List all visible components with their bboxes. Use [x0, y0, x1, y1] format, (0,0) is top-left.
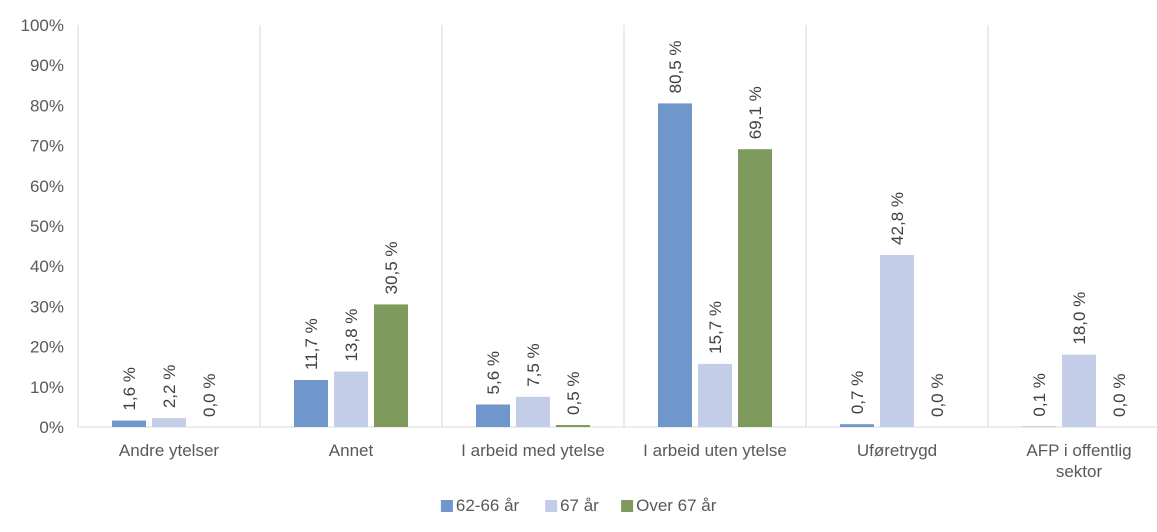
y-tick-label: 100%	[21, 16, 64, 35]
x-category-label: Uføretrygd	[857, 441, 937, 460]
y-tick-label: 70%	[30, 137, 64, 156]
legend-label: 62-66 år	[456, 496, 520, 515]
x-category-label: Annet	[329, 441, 374, 460]
grid-layer	[77, 25, 989, 427]
data-label: 1,6 %	[120, 367, 139, 410]
bar-3	[738, 149, 772, 427]
data-label: 2,2 %	[160, 365, 179, 408]
data-label: 0,5 %	[564, 372, 583, 415]
data-label: 13,8 %	[342, 309, 361, 362]
data-label: 5,6 %	[484, 351, 503, 394]
data-label: 0,0 %	[1110, 374, 1129, 417]
data-label: 11,7 %	[302, 318, 321, 370]
data-label: 69,1 %	[746, 86, 765, 139]
bar-3	[556, 424, 590, 427]
bar-layer	[112, 103, 1096, 427]
data-label: 42,8 %	[888, 192, 907, 245]
data-label: 18,0 %	[1070, 292, 1089, 345]
bar-2	[334, 371, 368, 427]
legend-swatch	[621, 500, 634, 512]
y-tick-label: 20%	[30, 338, 64, 357]
bar-1	[112, 420, 146, 427]
legend-label: 67 år	[560, 496, 599, 515]
data-label: 15,7 %	[706, 301, 725, 354]
legend-swatch	[545, 500, 558, 512]
bar-1	[658, 103, 692, 427]
y-tick-label: 80%	[30, 96, 64, 115]
legend-label: Over 67 år	[636, 496, 717, 515]
y-tick-label: 40%	[30, 257, 64, 276]
data-label: 0,0 %	[200, 374, 219, 417]
bar-1	[840, 424, 874, 427]
axis-layer: 0% 10% 20% 30% 40% 50% 60% 70% 80% 90% 100% Andre y…	[21, 16, 1157, 481]
data-label: 0,7 %	[848, 371, 867, 414]
data-label: 7,5 %	[524, 343, 543, 386]
data-label: 0,1 %	[1030, 373, 1049, 416]
bar-3	[374, 304, 408, 427]
bar-2	[516, 396, 550, 427]
y-tick-label: 60%	[30, 177, 64, 196]
legend: 62-66 år 67 år Over 67 år	[440, 496, 717, 515]
data-label: 80,5 %	[666, 40, 685, 93]
data-label: 0,0 %	[928, 374, 947, 417]
bar-2	[152, 418, 186, 427]
bar-2	[698, 363, 732, 427]
bar-1	[476, 404, 510, 427]
bar-2	[1062, 354, 1096, 427]
legend-swatch	[440, 500, 453, 512]
y-tick-label: 10%	[30, 378, 64, 397]
y-tick-label: 50%	[30, 217, 64, 236]
data-label: 30,5 %	[382, 241, 401, 294]
y-tick-label: 0%	[39, 418, 64, 437]
x-category-label: I arbeid med ytelse	[461, 441, 605, 460]
x-category-label: AFP i offentlig sektor	[1026, 441, 1131, 481]
y-tick-label: 90%	[30, 56, 64, 75]
bar-1	[294, 379, 328, 427]
x-category-label: Andre ytelser	[119, 441, 219, 460]
x-category-label: I arbeid uten ytelse	[643, 441, 787, 460]
bar-2	[880, 254, 914, 427]
y-tick-label: 30%	[30, 297, 64, 316]
data-label-layer: 1,6 % 11,7 % 5,6 % 80,5 % 0,7 % 0,1 % 2,2 % 13,…	[120, 40, 1129, 417]
